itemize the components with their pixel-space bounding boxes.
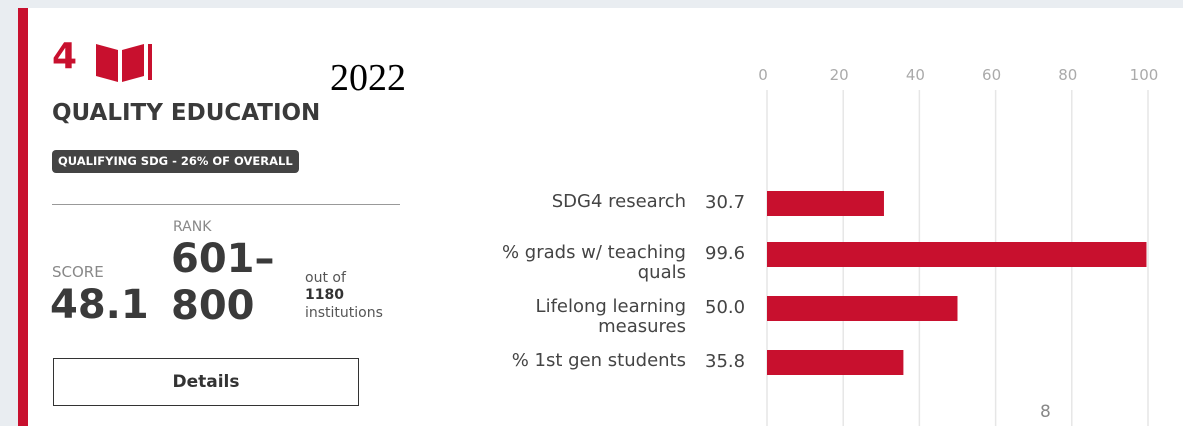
value-label: 30.7 xyxy=(705,192,746,213)
category-label: % 1st gen students xyxy=(511,350,686,371)
value-label: 99.6 xyxy=(705,243,746,264)
category-label: SDG4 research xyxy=(551,191,686,212)
category-label: Lifelong learning measures xyxy=(535,296,686,337)
score-label: SCORE xyxy=(52,263,104,281)
x-tick-label: 60 xyxy=(982,66,1001,84)
rank-value: 601–800 xyxy=(171,236,275,329)
rank-label: RANK xyxy=(173,219,212,235)
bar xyxy=(767,296,958,321)
goal-number: 4 xyxy=(52,36,78,77)
x-tick-label: 100 xyxy=(1130,66,1159,84)
badge: QUALIFYING SDG - 26% OF OVERALL xyxy=(52,150,299,173)
bar xyxy=(767,350,904,375)
x-tick-label: 40 xyxy=(906,66,925,84)
x-tick-label: 20 xyxy=(830,66,849,84)
institutions: institutions xyxy=(305,305,383,321)
title: QUALITY EDUCATION xyxy=(52,100,321,126)
book-icon xyxy=(96,44,152,82)
out-of: out of xyxy=(305,270,346,286)
value-label: 50.0 xyxy=(705,297,746,318)
bar xyxy=(767,191,884,216)
bar xyxy=(767,242,1147,267)
page-number: 8 xyxy=(1040,402,1051,422)
institution-count: 1180 xyxy=(305,287,344,303)
divider xyxy=(52,204,400,205)
x-tick-label: 80 xyxy=(1058,66,1077,84)
sdg-card: 4 2022 QUALITY EDUCATION QUALIFYING SDG … xyxy=(18,8,1183,426)
details-button[interactable]: Details xyxy=(53,358,359,406)
category-label: % grads w/ teaching quals xyxy=(501,242,686,283)
score-value: 48.1 xyxy=(50,282,149,328)
year: 2022 xyxy=(330,57,406,99)
chart: 0 20 40 60 80 100 xyxy=(758,66,1159,426)
value-label: 35.8 xyxy=(705,351,746,372)
x-tick-label: 0 xyxy=(758,66,768,84)
